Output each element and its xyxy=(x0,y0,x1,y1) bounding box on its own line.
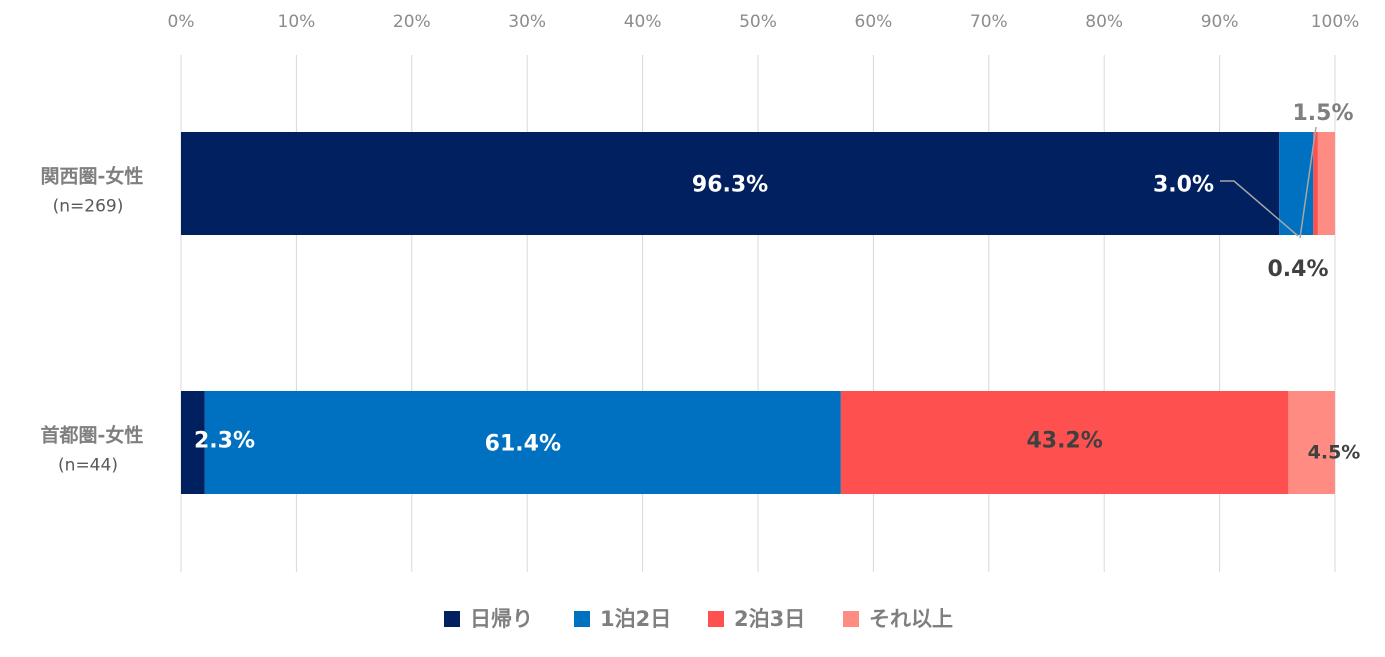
data-label: 96.3% xyxy=(692,173,768,198)
legend-swatch xyxy=(444,611,460,627)
category-sample-size: (n=269) xyxy=(53,197,124,217)
legend-swatch xyxy=(708,611,724,627)
leader-line xyxy=(1220,180,1299,237)
data-label: 1.5% xyxy=(1292,101,1353,126)
bar-segment xyxy=(1313,132,1318,235)
x-tick-label: 20% xyxy=(393,12,431,32)
legend-label: 日帰り xyxy=(470,607,533,631)
leader-line xyxy=(1299,126,1317,239)
data-label: 43.2% xyxy=(1026,429,1102,454)
legend-swatch xyxy=(843,611,859,627)
data-label: 4.5% xyxy=(1308,442,1361,464)
legend-swatch xyxy=(574,611,590,627)
x-tick-label: 40% xyxy=(624,12,662,32)
x-tick-label: 50% xyxy=(739,12,777,32)
data-label: 0.4% xyxy=(1267,257,1328,282)
bar-segment xyxy=(204,391,841,494)
data-label: 3.0% xyxy=(1153,173,1214,198)
bar-segment xyxy=(181,132,1280,235)
legend: 日帰り 1泊2日 2泊3日 それ以上 xyxy=(444,607,953,631)
category-label: 関西圏-女性 xyxy=(41,165,144,188)
x-tick-label: 10% xyxy=(278,12,316,32)
bars xyxy=(181,132,1335,494)
legend-label: 2泊3日 xyxy=(734,607,805,631)
x-tick-label: 80% xyxy=(1085,12,1123,32)
category-labels: 関西圏-女性 (n=269) 首都圏-女性 (n=44) xyxy=(41,165,144,476)
x-tick-label: 0% xyxy=(168,12,195,32)
bar-segment xyxy=(1317,132,1335,235)
category-sample-size: (n=44) xyxy=(58,456,118,476)
data-label: 2.3% xyxy=(194,429,255,454)
bar-segment xyxy=(1288,391,1335,494)
x-tick-label: 30% xyxy=(508,12,546,32)
data-labels: 96.3% 3.0% 0.4% 1.5% 2.3% 61.4% 43.2% 4.5% xyxy=(194,101,1360,464)
data-label: 61.4% xyxy=(485,432,561,457)
bar-segment xyxy=(181,391,205,494)
legend-label: それ以上 xyxy=(869,607,953,631)
legend-label: 1泊2日 xyxy=(600,607,671,631)
x-tick-label: 60% xyxy=(855,12,893,32)
x-tick-label: 70% xyxy=(970,12,1008,32)
x-tick-label: 100% xyxy=(1311,12,1360,32)
bar-segment xyxy=(840,391,1289,494)
category-label: 首都圏-女性 xyxy=(41,424,144,447)
x-tick-label: 90% xyxy=(1201,12,1239,32)
x-axis-ticks: 0% 10% 20% 30% 40% 50% 60% 70% 80% 90% 100% xyxy=(168,12,1360,32)
